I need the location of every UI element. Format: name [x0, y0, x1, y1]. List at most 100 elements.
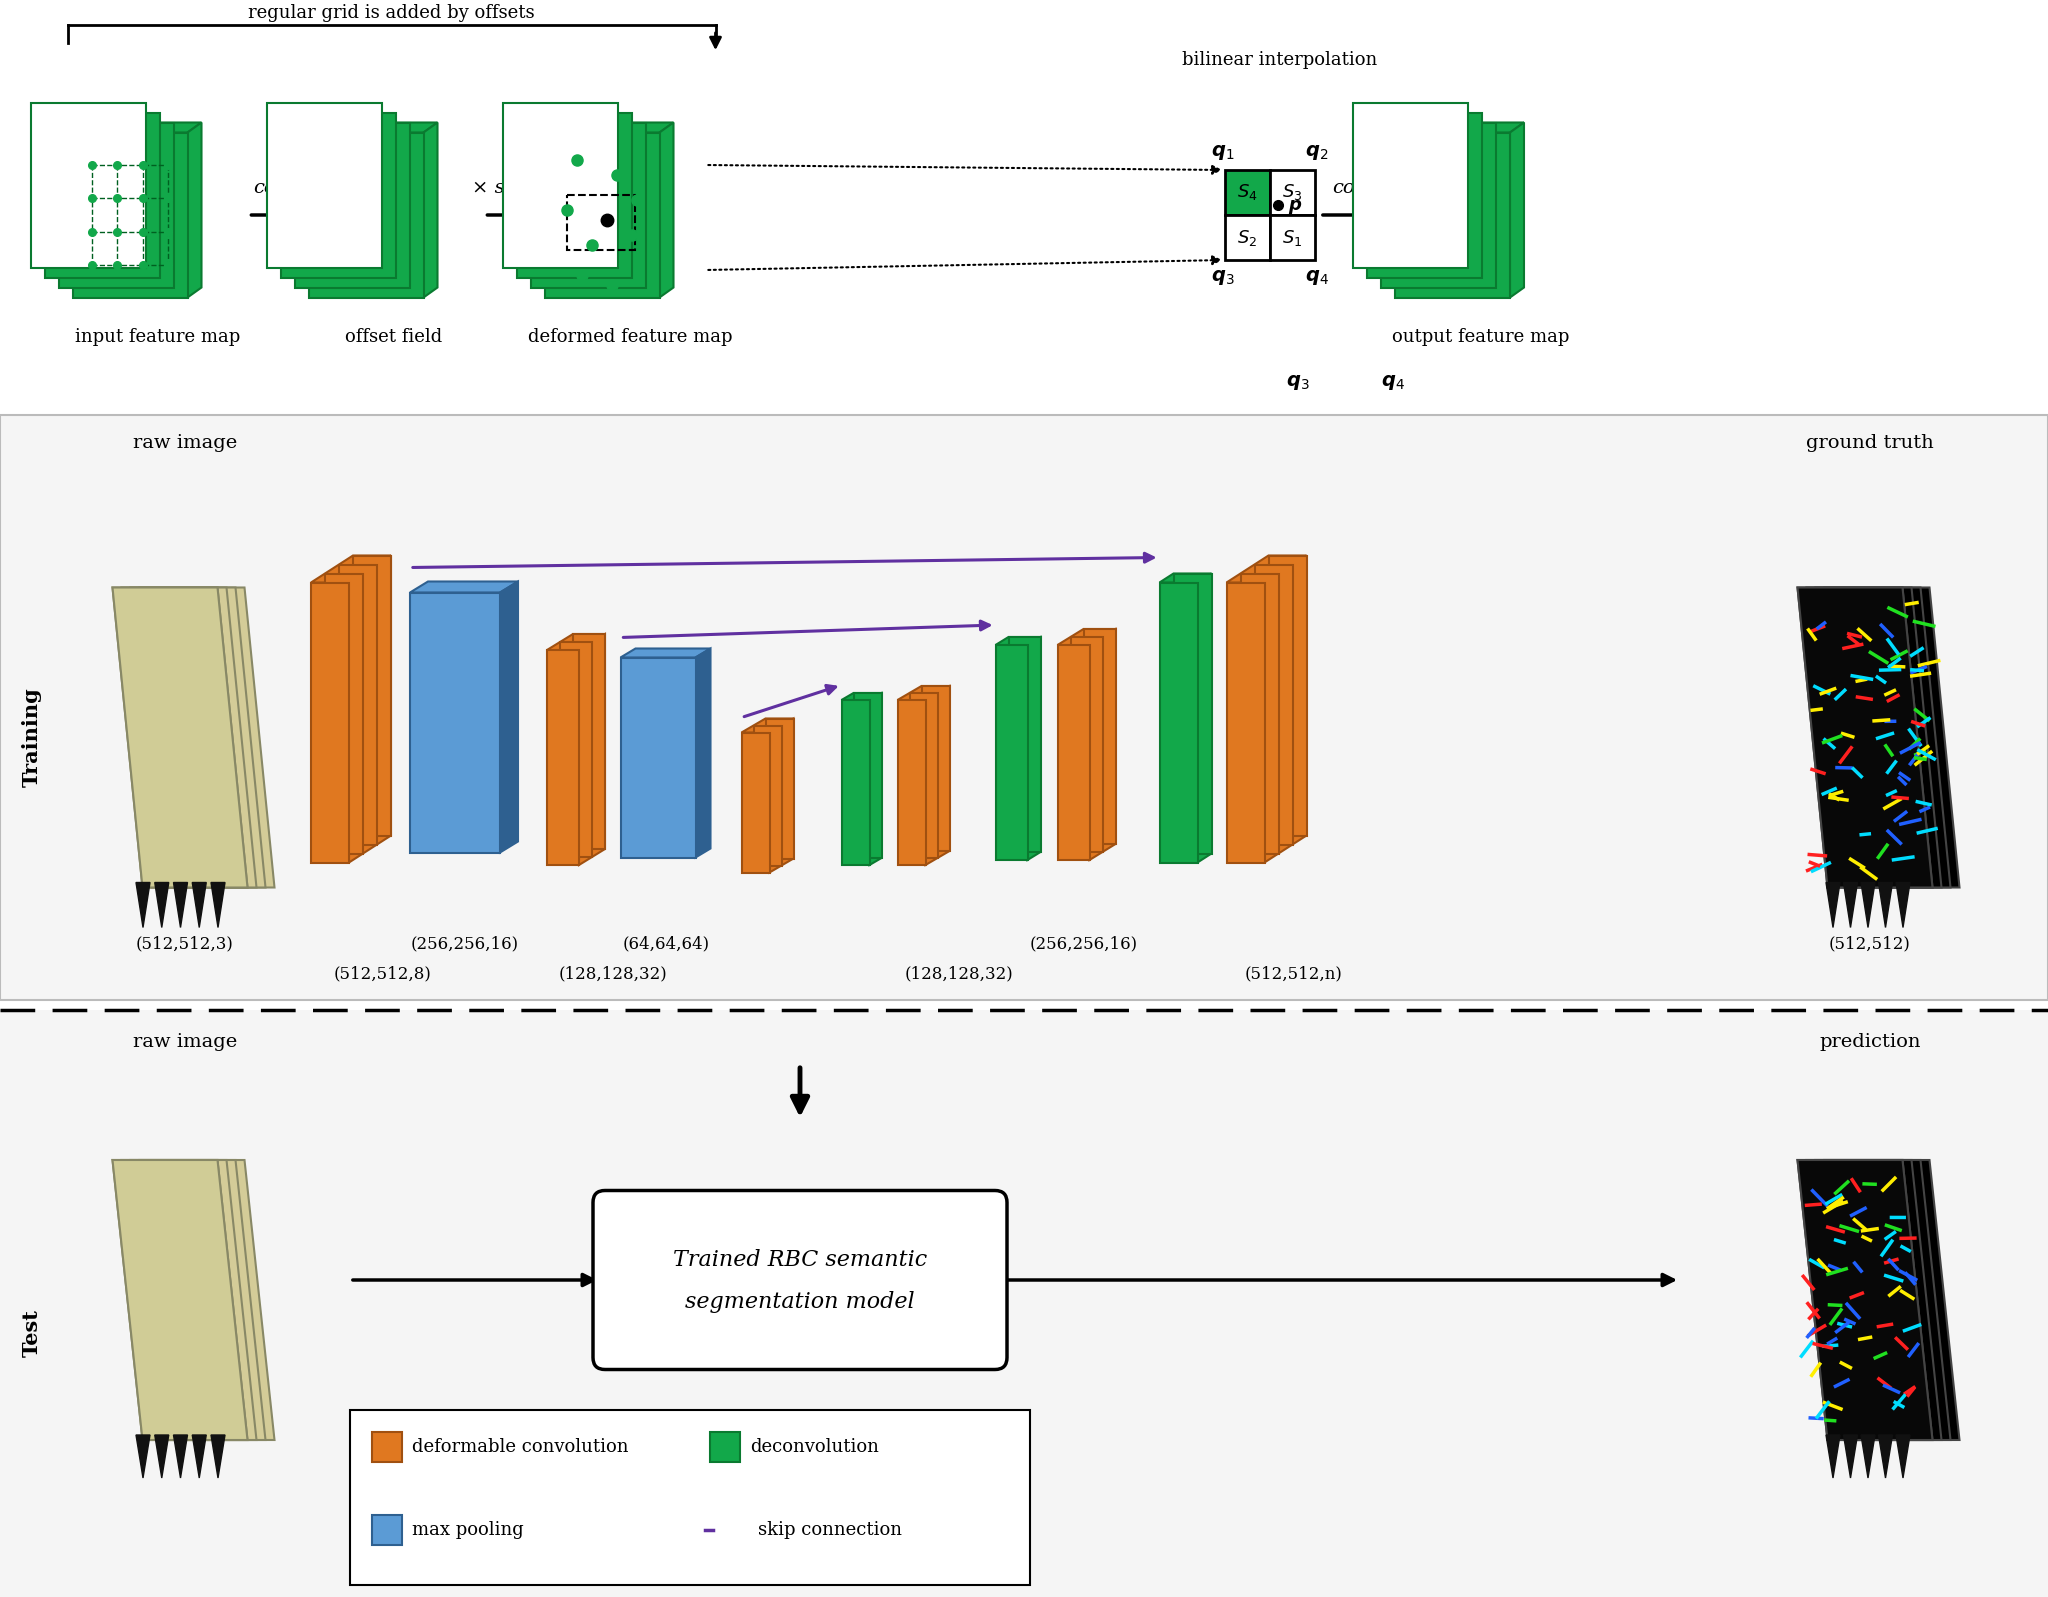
- Polygon shape: [1815, 1159, 1950, 1440]
- Polygon shape: [311, 556, 391, 583]
- Polygon shape: [139, 588, 274, 888]
- Bar: [1270, 216, 1315, 260]
- Text: (256,256,16): (256,256,16): [412, 934, 518, 952]
- Polygon shape: [1806, 1159, 1942, 1440]
- Bar: [0, 415, 2048, 1000]
- Bar: [1225, 169, 1270, 216]
- Text: $S_2$: $S_2$: [1237, 227, 1257, 248]
- Text: $\boldsymbol{q}_4$: $\boldsymbol{q}_4$: [1305, 268, 1329, 287]
- Text: bilinear interpolation: bilinear interpolation: [1182, 51, 1378, 69]
- Text: Training: Training: [23, 688, 43, 787]
- Bar: [547, 650, 580, 866]
- Bar: [350, 1410, 1030, 1584]
- Bar: [573, 634, 604, 850]
- Polygon shape: [131, 1159, 266, 1440]
- Bar: [530, 123, 645, 287]
- Polygon shape: [174, 1436, 188, 1477]
- Polygon shape: [424, 123, 438, 297]
- Text: prediction: prediction: [1819, 1033, 1921, 1051]
- Polygon shape: [139, 1159, 274, 1440]
- Polygon shape: [211, 1436, 225, 1477]
- Text: max pooling: max pooling: [412, 1520, 524, 1540]
- Text: ground truth: ground truth: [1806, 434, 1933, 452]
- Text: Test: Test: [23, 1310, 43, 1357]
- Polygon shape: [1395, 123, 1524, 133]
- Polygon shape: [741, 719, 793, 733]
- Bar: [922, 687, 950, 851]
- Bar: [711, 1433, 739, 1461]
- Polygon shape: [1798, 588, 1933, 888]
- Polygon shape: [410, 581, 518, 592]
- Polygon shape: [1815, 588, 1950, 888]
- Text: conv: conv: [254, 179, 299, 196]
- Polygon shape: [193, 1436, 207, 1477]
- Bar: [1395, 133, 1509, 297]
- Polygon shape: [1798, 1159, 1933, 1440]
- Polygon shape: [1862, 883, 1876, 928]
- Bar: [621, 658, 696, 858]
- Polygon shape: [995, 637, 1040, 645]
- Text: deconvolution: deconvolution: [750, 1437, 879, 1456]
- Text: skip connection: skip connection: [758, 1520, 901, 1540]
- Bar: [995, 645, 1028, 861]
- Polygon shape: [580, 634, 604, 866]
- Text: $S_3$: $S_3$: [1282, 182, 1303, 203]
- Polygon shape: [309, 123, 438, 133]
- Polygon shape: [1227, 556, 1307, 583]
- Bar: [1366, 112, 1483, 278]
- Bar: [567, 195, 635, 251]
- Polygon shape: [1896, 1436, 1911, 1477]
- Text: output feature map: output feature map: [1393, 327, 1569, 345]
- Text: × scope: × scope: [473, 179, 551, 196]
- Polygon shape: [1798, 588, 1933, 888]
- Polygon shape: [113, 588, 248, 888]
- Bar: [1255, 564, 1292, 845]
- Polygon shape: [842, 693, 881, 699]
- Bar: [352, 556, 391, 835]
- Bar: [1225, 216, 1270, 260]
- Polygon shape: [348, 556, 391, 862]
- Polygon shape: [1827, 883, 1839, 928]
- Bar: [1057, 645, 1090, 861]
- Polygon shape: [897, 687, 950, 699]
- Text: segmentation model: segmentation model: [686, 1290, 915, 1313]
- Polygon shape: [121, 1159, 256, 1440]
- Bar: [266, 102, 381, 268]
- Bar: [295, 123, 410, 287]
- Text: conv: conv: [1331, 179, 1378, 196]
- Text: (512,512): (512,512): [1829, 934, 1911, 952]
- Text: (128,128,32): (128,128,32): [905, 965, 1014, 982]
- Bar: [72, 133, 188, 297]
- Text: $\boldsymbol{q}_3$: $\boldsymbol{q}_3$: [1210, 268, 1235, 287]
- Text: $S_1$: $S_1$: [1282, 227, 1303, 248]
- Polygon shape: [1825, 588, 1960, 888]
- Polygon shape: [174, 883, 188, 928]
- Polygon shape: [545, 123, 674, 133]
- Text: $\boldsymbol{q}_1$: $\boldsymbol{q}_1$: [1210, 144, 1235, 161]
- Bar: [502, 102, 618, 268]
- Polygon shape: [113, 1159, 248, 1440]
- Polygon shape: [1798, 1159, 1933, 1440]
- Bar: [1159, 583, 1198, 862]
- Text: deformed feature map: deformed feature map: [528, 327, 733, 345]
- Polygon shape: [500, 581, 518, 853]
- Bar: [1241, 573, 1278, 853]
- Text: (128,128,32): (128,128,32): [559, 965, 668, 982]
- Bar: [309, 133, 424, 297]
- Text: (64,64,64): (64,64,64): [623, 934, 709, 952]
- Polygon shape: [1028, 637, 1040, 861]
- Text: regular grid is added by offsets: regular grid is added by offsets: [248, 5, 535, 22]
- FancyBboxPatch shape: [594, 1190, 1008, 1370]
- Text: $\boldsymbol{q}_4$: $\boldsymbol{q}_4$: [1380, 372, 1405, 391]
- Bar: [741, 733, 770, 872]
- Text: Trained RBC semantic: Trained RBC semantic: [674, 1249, 928, 1271]
- Bar: [326, 573, 362, 853]
- Bar: [1380, 123, 1495, 287]
- Bar: [373, 1516, 401, 1544]
- Bar: [281, 112, 395, 278]
- Bar: [516, 112, 631, 278]
- Polygon shape: [1264, 556, 1307, 862]
- Polygon shape: [113, 588, 248, 888]
- Text: offset field: offset field: [346, 327, 442, 345]
- Bar: [897, 699, 926, 866]
